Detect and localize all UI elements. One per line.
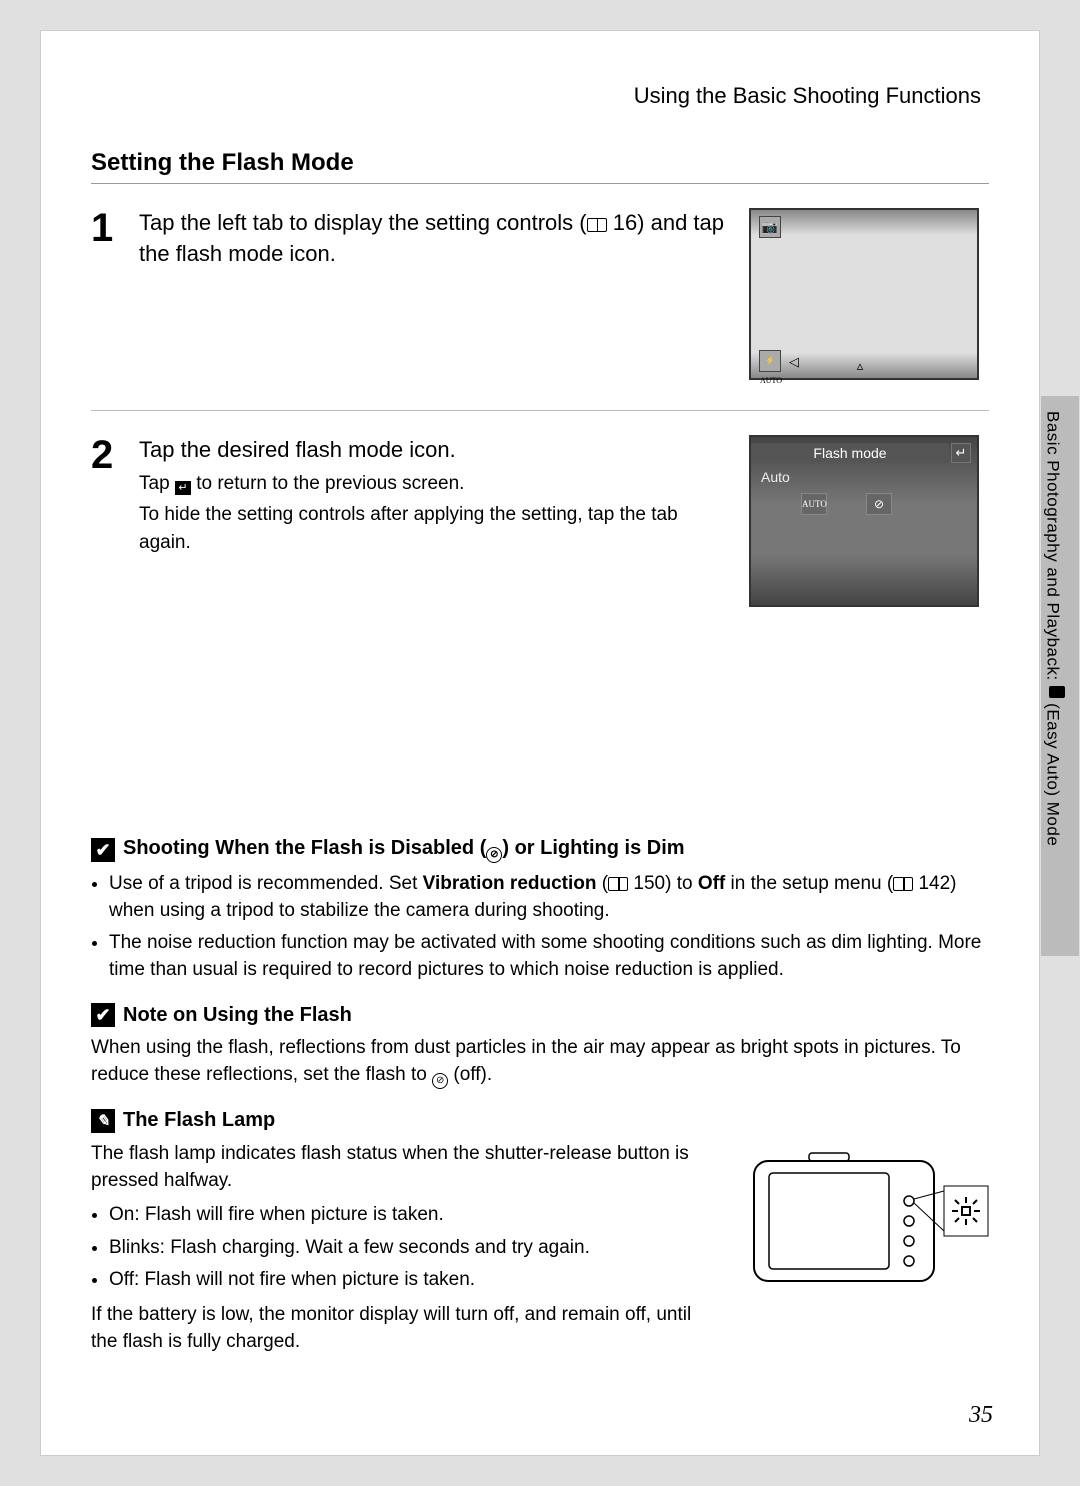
step-2-body: Tap the desired flash mode icon. Tap ↵ t…: [139, 435, 731, 607]
note3-b2: Blinks: Flash charging. Wait a few secon…: [109, 1235, 709, 1262]
note1-title-a: Shooting When the Flash is Disabled (: [123, 837, 486, 859]
note3-outro: If the battery is low, the monitor displ…: [91, 1302, 709, 1355]
flash-off-icon: ⊘: [486, 847, 502, 863]
flash-auto-icon: ⚡AUTO: [759, 350, 781, 372]
step-1-body: Tap the left tab to display the setting …: [139, 208, 731, 380]
note3-heading: ✎ The Flash Lamp: [91, 1109, 989, 1133]
step-2-l1b: to return to the previous screen.: [191, 473, 465, 494]
side-text-b: (Easy Auto) Mode: [1044, 698, 1063, 846]
note3-title: The Flash Lamp: [123, 1109, 275, 1132]
note2-title: Note on Using the Flash: [123, 1004, 352, 1027]
note3-body: The flash lamp indicates flash status wh…: [91, 1141, 989, 1355]
pencil-icon: ✎: [91, 1109, 115, 1133]
lcd2-return-icon: ↵: [951, 443, 971, 463]
chapter-header: Using the Basic Shooting Functions: [91, 61, 989, 109]
lcd2-title: Flash mode: [751, 443, 949, 463]
n1b1a: Use of a tripod is recommended. Set: [109, 873, 423, 894]
step-1-figure: 📷 ⚡AUTO ◁ ▵: [749, 208, 989, 380]
step-1-number: 1: [91, 208, 121, 380]
step-1: 1 Tap the left tab to display the settin…: [91, 208, 989, 411]
n1b1b: (: [597, 873, 609, 894]
step-2-number: 2: [91, 435, 121, 607]
step-2-title: Tap the desired flash mode icon.: [139, 435, 731, 466]
step-2: 2 Tap the desired flash mode icon. Tap ↵…: [91, 435, 989, 637]
check-icon: ✔: [91, 1003, 115, 1027]
step-2-line1: Tap ↵ to return to the previous screen.: [139, 470, 731, 498]
flash-off-icon: ⊘: [432, 1073, 448, 1089]
lcd2-opt-off: ⊘: [866, 493, 892, 515]
n1b1c: 150) to: [628, 873, 698, 894]
note3-b1: On: Flash will fire when picture is take…: [109, 1202, 709, 1229]
n1b1bold: Vibration reduction: [423, 873, 597, 894]
n1b1d: in the setup menu (: [725, 873, 893, 894]
note3-intro: The flash lamp indicates flash status wh…: [91, 1141, 709, 1194]
note1-heading: ✔ Shooting When the Flash is Disabled (⊘…: [91, 837, 989, 863]
note1-title: Shooting When the Flash is Disabled (⊘) …: [123, 837, 685, 863]
side-chapter-label: Basic Photography and Playback: (Easy Au…: [1043, 411, 1065, 846]
step-2-figure: Flash mode ↵ Auto AUTO ⊘: [749, 435, 989, 607]
side-text-a: Basic Photography and Playback:: [1044, 411, 1063, 686]
note1-title-b: ) or Lighting is Dim: [502, 837, 684, 859]
lcd2-opt-auto: AUTO: [801, 493, 827, 515]
note2-heading: ✔ Note on Using the Flash: [91, 1003, 989, 1027]
check-icon: ✔: [91, 838, 115, 862]
camera-diagram: [749, 1141, 989, 1355]
note1-body: Use of a tripod is recommended. Set Vibr…: [91, 871, 989, 983]
note1-bullet2: The noise reduction function may be acti…: [109, 930, 989, 983]
note3-left: The flash lamp indicates flash status wh…: [91, 1141, 709, 1355]
book-icon: [893, 877, 913, 891]
note2-body-b: (off).: [448, 1064, 492, 1085]
manual-page: Basic Photography and Playback: (Easy Au…: [40, 30, 1040, 1456]
left-arrow-icon: ◁: [787, 352, 801, 370]
step-2-l1a: Tap: [139, 473, 175, 494]
notes-block: ✔ Shooting When the Flash is Disabled (⊘…: [91, 837, 989, 1355]
camera-icon: 📷: [759, 216, 781, 238]
up-arrow-icon: ▵: [851, 356, 869, 370]
note1-bullet1: Use of a tripod is recommended. Set Vibr…: [109, 871, 989, 924]
lcd-screen-1: 📷 ⚡AUTO ◁ ▵: [749, 208, 979, 380]
lcd-screen-2: Flash mode ↵ Auto AUTO ⊘: [749, 435, 979, 607]
n1b1bold2: Off: [698, 873, 725, 894]
note3-b3: Off: Flash will not fire when picture is…: [109, 1267, 709, 1294]
step-2-line2: To hide the setting controls after apply…: [139, 501, 731, 556]
book-icon: [587, 218, 607, 232]
section-title: Setting the Flash Mode: [91, 149, 989, 184]
book-icon: [608, 877, 628, 891]
lcd2-selected: Auto: [761, 469, 790, 485]
camera-mode-icon: [1049, 686, 1065, 698]
note2-body: When using the flash, reflections from d…: [91, 1035, 989, 1089]
return-icon: ↵: [175, 481, 191, 495]
step-1-text-a: Tap the left tab to display the setting …: [139, 210, 587, 235]
page-number: 35: [969, 1402, 993, 1429]
note2-body-a: When using the flash, reflections from d…: [91, 1037, 961, 1085]
